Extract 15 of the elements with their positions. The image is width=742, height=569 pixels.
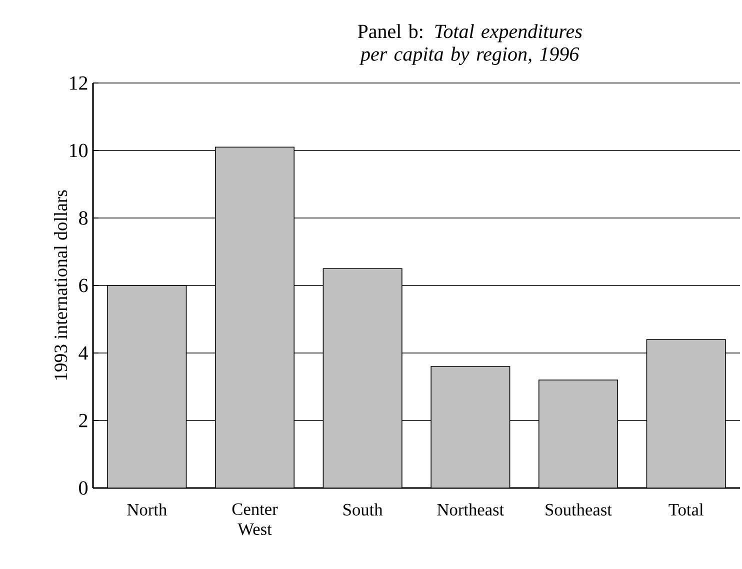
y-tick-label: 10	[70, 144, 88, 158]
y-tick-label: 6	[79, 278, 88, 292]
x-tick-label: North	[127, 503, 167, 516]
chart-title: Panel b: Total expenditures per capita by region, 1996	[358, 24, 582, 65]
y-axis-title: 1993 international dollars	[54, 190, 68, 380]
y-tick-label: 12	[70, 76, 88, 90]
y-tick-label: 2	[79, 414, 88, 428]
x-tick-label: Southeast	[546, 503, 612, 516]
y-tick-label: 0	[79, 481, 88, 495]
x-tick-label: South	[344, 503, 383, 516]
x-tick-label: Center West	[232, 503, 278, 536]
y-tick-label: 4	[78, 346, 88, 360]
y-tick-label: 8	[79, 211, 88, 225]
x-tick-label: Northeast	[437, 503, 504, 516]
x-tick-label: Total	[668, 503, 704, 516]
